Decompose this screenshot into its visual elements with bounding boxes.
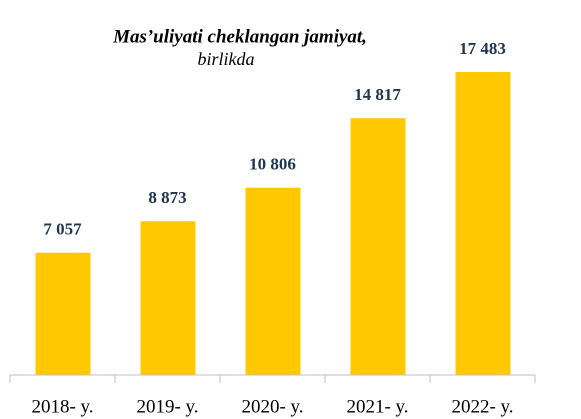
chart-subtitle: birlikda xyxy=(198,49,255,69)
x-tick-label: 2020- y. xyxy=(241,396,303,417)
bar xyxy=(350,118,406,375)
bar xyxy=(245,187,301,375)
x-tick-label: 2018- y. xyxy=(31,396,93,417)
x-tick-label: 2022- y. xyxy=(451,396,513,417)
value-label: 17 483 xyxy=(459,39,506,58)
x-tick-label: 2021- y. xyxy=(346,396,408,417)
bar xyxy=(35,252,91,375)
value-label: 14 817 xyxy=(354,85,401,104)
value-label: 7 057 xyxy=(43,220,82,239)
bar xyxy=(140,221,196,375)
value-label: 8 873 xyxy=(148,188,186,207)
chart-title: Mas’uliyati cheklangan jamiyat, xyxy=(112,26,367,47)
value-label: 10 806 xyxy=(249,155,296,174)
x-tick-label: 2019- y. xyxy=(136,396,198,417)
bar xyxy=(455,72,511,375)
